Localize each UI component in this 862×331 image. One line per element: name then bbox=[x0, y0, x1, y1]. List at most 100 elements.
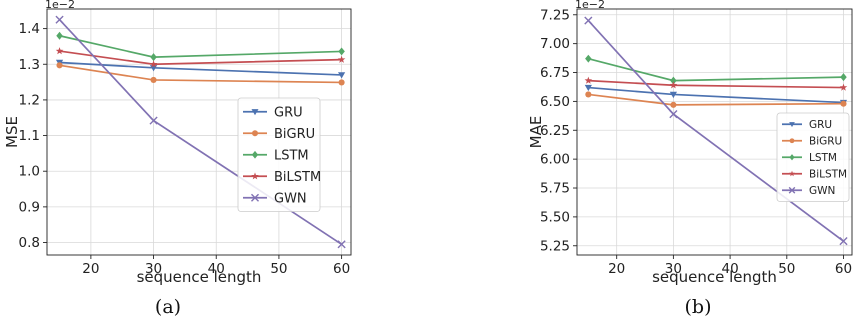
y-tick-label: 1.4 bbox=[19, 21, 40, 37]
legend-label: BiLSTM bbox=[809, 169, 847, 181]
x-tick-label: 50 bbox=[778, 261, 795, 277]
series-lstm bbox=[585, 54, 847, 85]
legend-swatch-marker bbox=[788, 186, 796, 194]
legend-box bbox=[776, 112, 850, 202]
y-tick-label: 1.1 bbox=[19, 128, 40, 144]
series-line bbox=[588, 79, 844, 89]
chart-a: 20 30 40 50 60 0.8 0.9 1.0 1.1 1.2 1.3 1.4 1e−2 seque… bbox=[3, 0, 352, 286]
legend-label: LSTM bbox=[274, 148, 309, 163]
data-point bbox=[669, 110, 678, 119]
data-point bbox=[56, 31, 63, 40]
data-point bbox=[585, 54, 592, 63]
data-point bbox=[338, 79, 345, 86]
data-point bbox=[669, 91, 677, 99]
series-bigru bbox=[585, 91, 847, 108]
legend-label: GWN bbox=[809, 185, 835, 197]
data-point bbox=[338, 47, 345, 56]
legend-label: GRU bbox=[274, 105, 303, 120]
legend-label: LSTM bbox=[809, 152, 837, 164]
legend-swatch-marker bbox=[251, 172, 259, 180]
data-point bbox=[149, 116, 158, 125]
legend-swatch-marker bbox=[789, 122, 795, 128]
legend-label: GWN bbox=[274, 191, 307, 206]
data-point bbox=[337, 240, 346, 249]
x-tick-label: 20 bbox=[82, 261, 99, 277]
y-tick-label: 0.9 bbox=[19, 199, 40, 215]
legend-swatch-marker bbox=[789, 170, 795, 177]
data-point bbox=[584, 76, 593, 84]
legend-box bbox=[237, 97, 321, 212]
y-tick-label: 6.00 bbox=[540, 152, 570, 168]
data-point bbox=[150, 53, 157, 62]
data-point bbox=[669, 81, 678, 89]
x-tick-label: 60 bbox=[835, 261, 852, 277]
x-axis-label: sequence length bbox=[652, 268, 777, 286]
y-tick-label: 0.8 bbox=[19, 235, 40, 251]
data-point bbox=[150, 76, 157, 84]
y-tick-label: 7.25 bbox=[540, 7, 570, 23]
legend-label: GRU bbox=[809, 119, 832, 131]
data-point bbox=[839, 83, 848, 91]
series-lstm bbox=[56, 31, 345, 62]
x-tick-label: 30 bbox=[665, 261, 682, 277]
series-line bbox=[59, 34, 342, 58]
legend-swatch-marker bbox=[789, 154, 795, 161]
legend-swatch-marker bbox=[252, 130, 258, 137]
y-tick-label: 1.3 bbox=[19, 57, 40, 73]
scale-label: 1e−2 bbox=[45, 0, 75, 11]
y-axis-label: MAE bbox=[527, 116, 545, 149]
data-point bbox=[337, 55, 346, 63]
legend-label: BiGRU bbox=[274, 127, 315, 142]
plot-frame bbox=[46, 8, 352, 256]
data-point bbox=[337, 72, 346, 79]
x-tick-label: 30 bbox=[145, 261, 162, 277]
legend-swatch-marker bbox=[789, 138, 795, 144]
legend-swatch-marker bbox=[251, 109, 259, 116]
data-point bbox=[840, 100, 847, 107]
y-tick-label: 5.50 bbox=[540, 209, 570, 225]
y-tick-label: 5.75 bbox=[540, 181, 570, 197]
series-bilstm bbox=[55, 47, 346, 68]
x-tick-label: 50 bbox=[270, 261, 287, 277]
series-bigru bbox=[56, 62, 345, 86]
legend-label: BiLSTM bbox=[274, 170, 321, 185]
data-point bbox=[584, 84, 592, 92]
y-tick-label: 6.25 bbox=[540, 123, 570, 139]
data-point bbox=[840, 73, 847, 82]
series-gru bbox=[584, 84, 848, 107]
legend-swatch-marker bbox=[251, 150, 259, 159]
x-tick-label: 40 bbox=[721, 261, 738, 277]
data-point bbox=[55, 15, 64, 24]
y-tick-label: 5.25 bbox=[540, 238, 570, 254]
data-point bbox=[670, 101, 677, 108]
y-tick-label: 6.50 bbox=[540, 94, 570, 110]
y-axis-label: MSE bbox=[3, 116, 21, 148]
plot-frame bbox=[576, 8, 853, 256]
y-tick-label: 1.0 bbox=[19, 164, 40, 180]
data-point bbox=[56, 62, 63, 69]
x-axis-label: sequence length bbox=[137, 268, 262, 286]
caption-a: (a) bbox=[154, 296, 182, 318]
legend-swatch-marker bbox=[250, 193, 260, 202]
scale-label: 1e−2 bbox=[575, 0, 605, 11]
legend: GRU BiGRU LSTM BiLSTM GWN bbox=[776, 112, 850, 202]
chart-b: 20 30 40 50 60 5.25 5.50 5.75 6.00 6.25 6.50 6.75 7.… bbox=[527, 0, 853, 286]
legend-label: BiGRU bbox=[809, 136, 842, 148]
y-tick-label: 7.00 bbox=[540, 36, 570, 52]
data-point bbox=[839, 237, 848, 246]
y-tick-label: 6.75 bbox=[540, 65, 570, 81]
data-point bbox=[55, 47, 64, 55]
y-tick-label: 1.2 bbox=[19, 92, 40, 108]
grid bbox=[577, 9, 852, 255]
x-tick-label: 60 bbox=[333, 261, 350, 277]
x-tick-label: 40 bbox=[208, 261, 225, 277]
data-point bbox=[585, 91, 592, 98]
data-point bbox=[149, 60, 158, 68]
data-point bbox=[670, 76, 677, 85]
caption-b: (b) bbox=[684, 296, 712, 318]
series-line bbox=[588, 86, 844, 104]
series-bilstm bbox=[584, 76, 848, 91]
x-tick-label: 20 bbox=[608, 261, 625, 277]
legend: GRU BiGRU LSTM BiLSTM GWN bbox=[237, 97, 321, 212]
